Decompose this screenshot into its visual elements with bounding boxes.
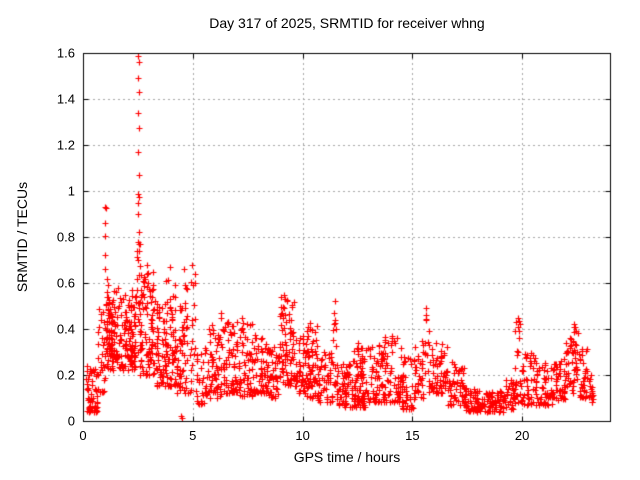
chart-title: Day 317 of 2025, SRMTID for receiver whn… (209, 15, 485, 31)
x-tick-label: 5 (189, 428, 197, 443)
y-tick-label: 0.8 (56, 229, 75, 245)
y-tick-label: 1 (67, 183, 75, 199)
x-tick-label: 20 (514, 428, 530, 443)
y-tick-label: 0.2 (56, 367, 75, 383)
x-tick-label: 15 (405, 428, 420, 443)
y-tick-label: 1.2 (56, 137, 75, 153)
y-tick-label: 0.4 (56, 321, 75, 337)
y-tick-label: 1.4 (56, 91, 75, 107)
y-axis-label: SRMTID / TECUs (14, 181, 30, 293)
y-tick-label: 0 (67, 413, 75, 429)
x-axis-label: GPS time / hours (293, 449, 401, 465)
y-tick-label: 0.6 (56, 275, 75, 291)
x-tick-label: 10 (295, 428, 310, 443)
y-tick-label: 1.6 (56, 45, 75, 61)
x-tick-label: 0 (79, 428, 87, 443)
